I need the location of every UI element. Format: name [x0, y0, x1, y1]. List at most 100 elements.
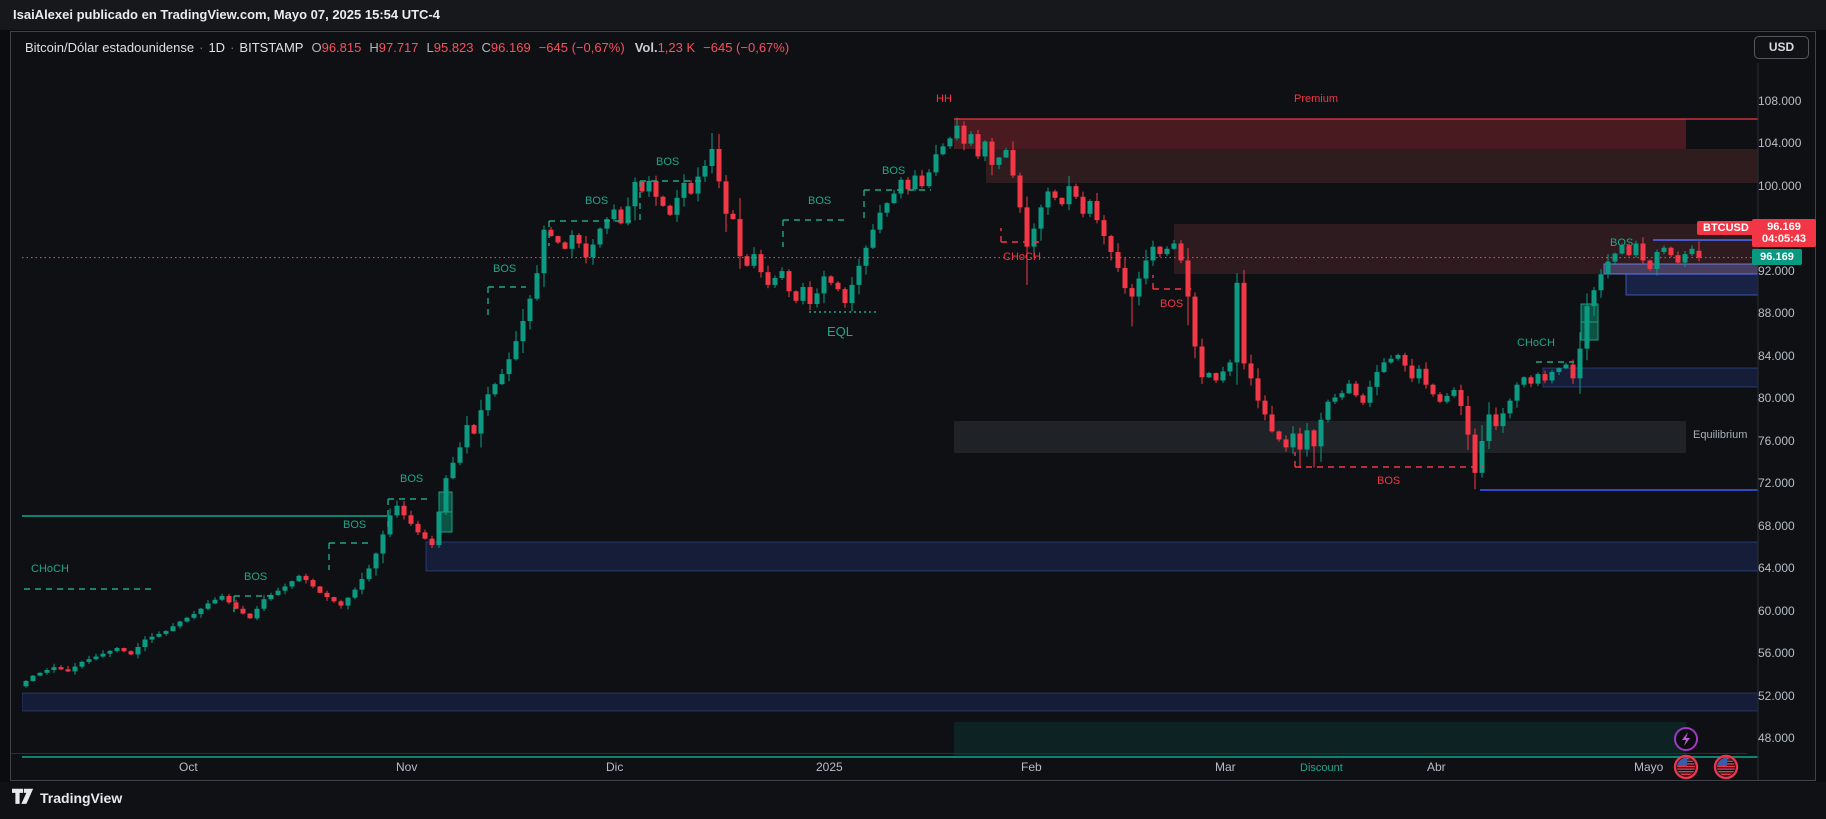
candle — [65, 669, 71, 672]
candle — [709, 148, 715, 166]
candle — [1675, 255, 1681, 263]
published-text: IsaiAlexei publicado en TradingView.com,… — [13, 7, 440, 22]
candle — [576, 234, 582, 244]
candle — [219, 596, 225, 600]
candle — [1108, 236, 1114, 252]
volume-change: −645 (−0,67%) — [703, 40, 790, 56]
candle — [135, 646, 141, 655]
candle — [562, 242, 568, 249]
candle — [1227, 362, 1233, 372]
candle — [310, 580, 316, 587]
time-tick: Nov — [396, 760, 418, 774]
high-value: 97.717 — [378, 40, 419, 56]
price-tick: 92.000 — [1758, 263, 1795, 278]
candle — [513, 341, 519, 360]
candle — [744, 256, 750, 266]
candle — [394, 505, 400, 516]
candle — [1486, 414, 1492, 441]
candle — [107, 650, 113, 654]
candle — [1605, 261, 1611, 275]
symbol-name[interactable]: Bitcoin/Dólar estadounidense — [25, 40, 195, 56]
candle — [716, 148, 722, 182]
candle — [352, 589, 358, 598]
candle — [1514, 384, 1520, 401]
supply-zone — [1174, 224, 1758, 274]
candle — [863, 247, 869, 266]
candle — [1682, 254, 1688, 263]
candle — [79, 661, 85, 667]
candle — [464, 425, 470, 448]
candle — [555, 236, 561, 243]
low-label: L — [426, 40, 434, 56]
currency-toggle-button[interactable]: USD — [1754, 36, 1809, 59]
candle — [429, 538, 435, 546]
candle — [1066, 186, 1072, 205]
symbol-title-row[interactable]: Bitcoin/Dólar estadounidense · 1D · BITSTAMP… — [25, 39, 789, 59]
candle — [1416, 368, 1422, 379]
candle — [1297, 433, 1303, 450]
tradingview-logo[interactable]: TradingView — [12, 788, 122, 808]
candle — [142, 639, 148, 647]
candle — [387, 515, 393, 535]
footer-bar: TradingView — [0, 782, 1826, 819]
price-axis[interactable]: 108.000 104.000 100.000 92.000 88.000 84.000 8… — [1748, 32, 1816, 753]
candle — [569, 234, 575, 249]
candle — [457, 447, 463, 463]
candle — [1003, 150, 1009, 158]
chart-card: Bitcoin/Dólar estadounidense · 1D · BITSTAMP… — [10, 31, 1816, 781]
candle — [1647, 260, 1653, 269]
time-axis[interactable]: Oct Nov Dic 2025 Feb Mar Abr Mayo — [11, 753, 1747, 781]
candle — [723, 181, 729, 214]
candle — [877, 212, 883, 230]
candle — [1423, 368, 1429, 385]
exchange-label: BITSTAMP — [239, 40, 304, 56]
candle — [541, 229, 547, 274]
candle — [1178, 243, 1184, 261]
candle — [1101, 220, 1107, 237]
separator-dot: · — [199, 40, 204, 56]
candle — [982, 141, 988, 157]
candle — [835, 282, 841, 290]
candle — [506, 359, 512, 375]
candle — [1479, 440, 1485, 473]
candle — [1318, 419, 1324, 447]
price-tick: 48.000 — [1758, 731, 1795, 746]
candle — [408, 515, 414, 524]
countdown-value: 04:05:43 — [1761, 232, 1807, 245]
candle — [660, 196, 666, 206]
candlestick-chart[interactable] — [11, 32, 1815, 780]
candle — [604, 219, 610, 229]
candle — [254, 608, 260, 619]
candle — [1283, 439, 1289, 448]
demand-68k — [425, 541, 1758, 572]
candle — [786, 271, 792, 292]
candle — [695, 176, 701, 194]
price-tick: 100.000 — [1758, 178, 1802, 193]
price-tick: 76.000 — [1758, 433, 1795, 448]
annotation-hh: HH — [936, 93, 952, 105]
us-flag-icon[interactable] — [1673, 754, 1699, 780]
candle — [1115, 251, 1121, 268]
annotation-choch: CHoCH — [1517, 337, 1555, 349]
candle — [1269, 414, 1275, 432]
candle — [1325, 401, 1331, 420]
candle — [1507, 400, 1513, 414]
candle — [1346, 383, 1352, 394]
candle — [1626, 245, 1632, 256]
candle — [1465, 405, 1471, 435]
candle — [93, 656, 99, 660]
candle — [275, 590, 281, 595]
premium-upper — [954, 119, 1686, 149]
candle — [793, 291, 799, 301]
interval-label[interactable]: 1D — [208, 40, 226, 56]
candle — [317, 586, 323, 593]
candle — [1164, 248, 1170, 255]
candle — [1521, 377, 1527, 385]
us-flag-icon[interactable] — [1713, 754, 1739, 780]
candle — [324, 592, 330, 598]
candle — [856, 265, 862, 285]
annotation-bos: BOS — [585, 195, 609, 207]
candle — [373, 553, 379, 569]
candle — [1360, 395, 1366, 403]
candle — [23, 680, 29, 687]
